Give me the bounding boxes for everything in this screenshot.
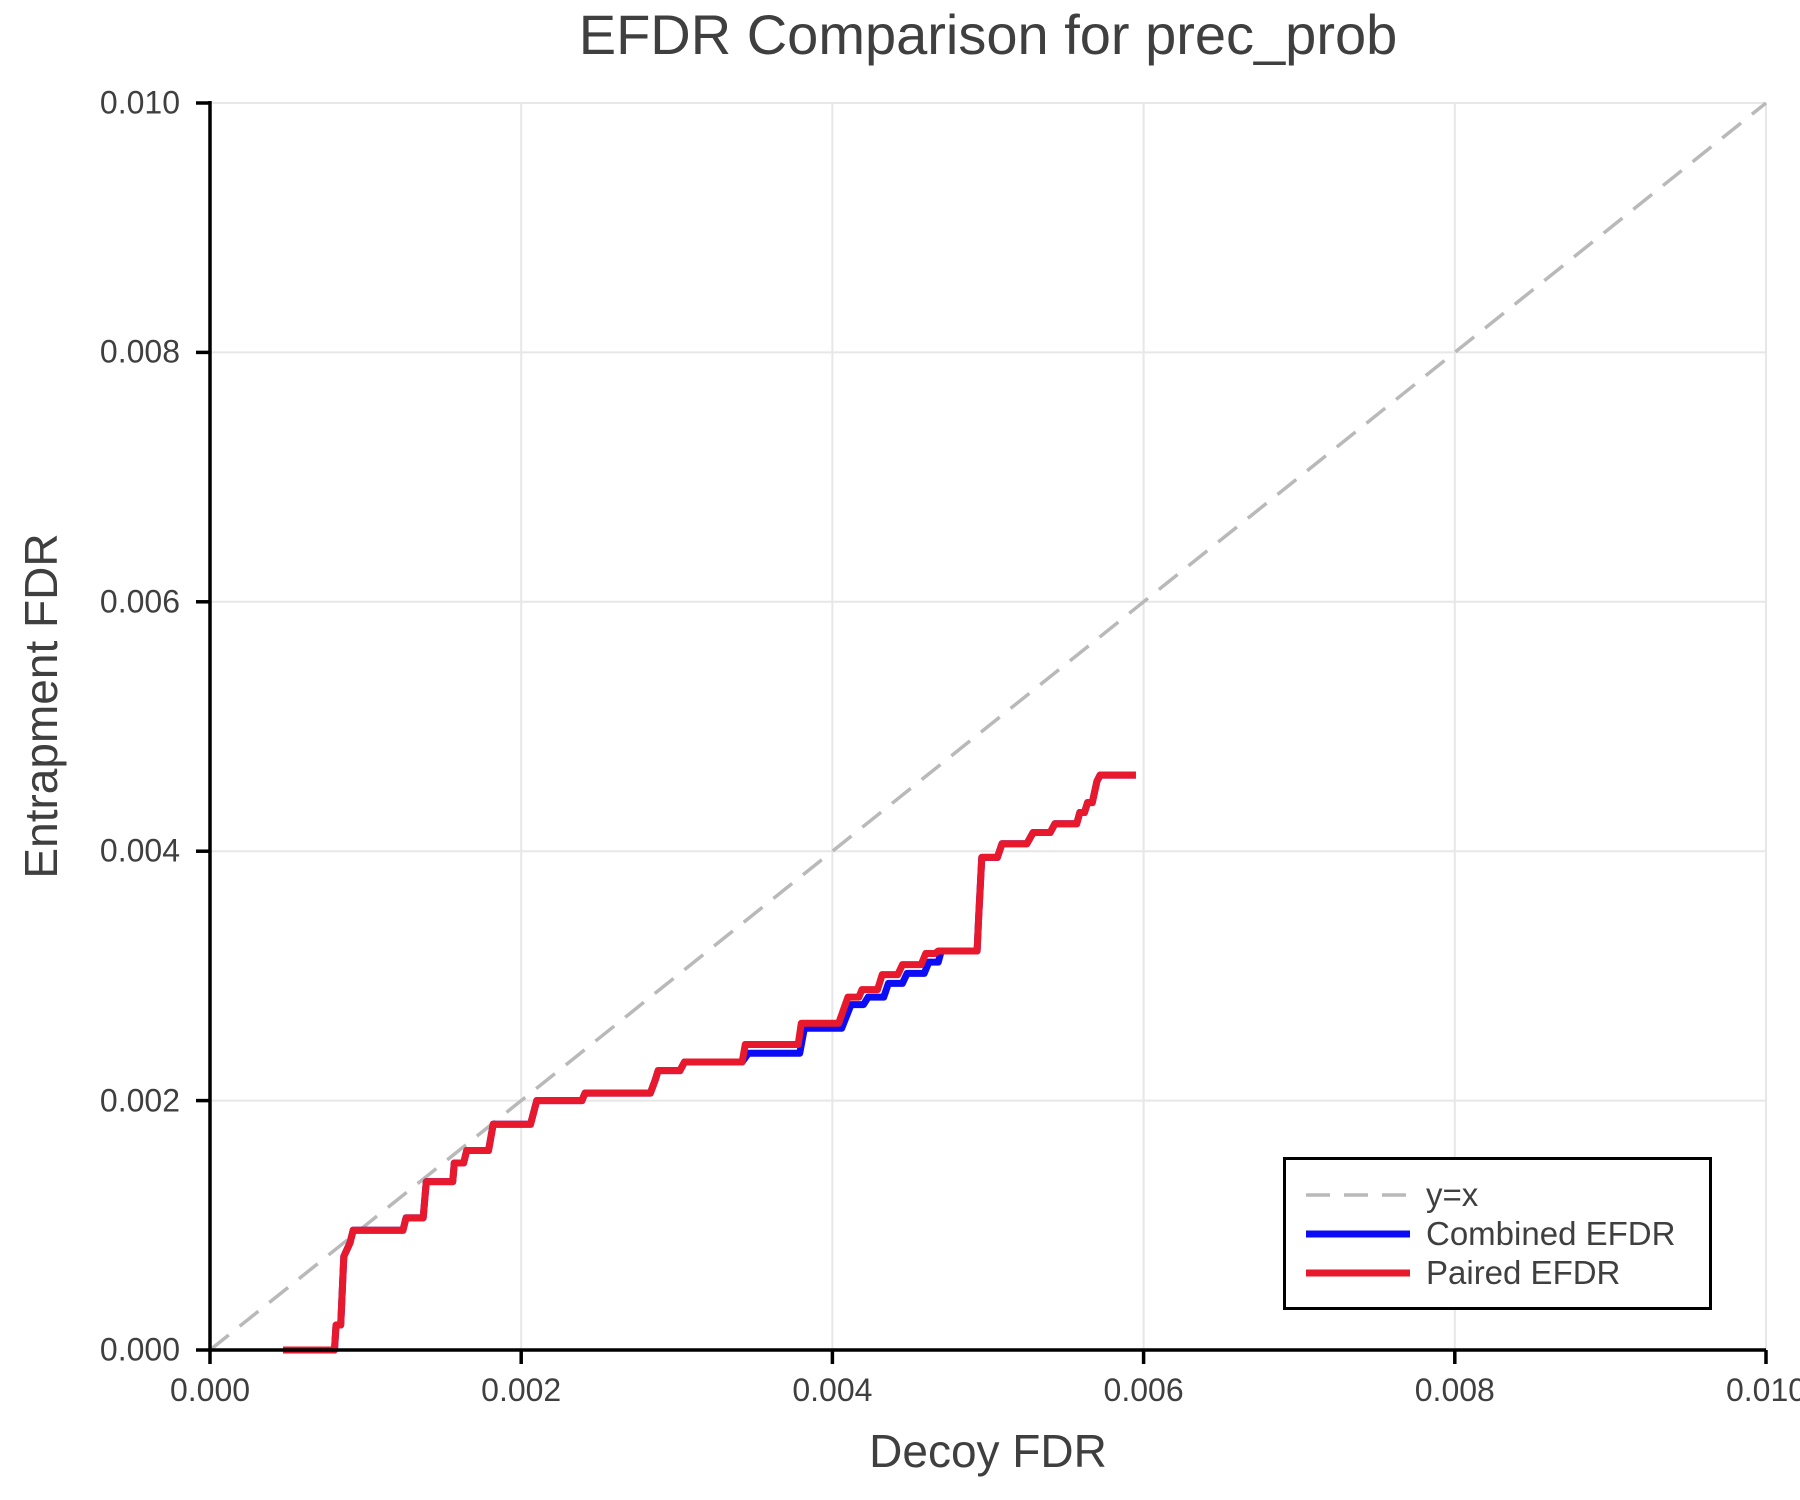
x-tick-label: 0.002 <box>481 1372 562 1408</box>
y-tick-label: 0.008 <box>99 333 180 370</box>
x-tick-label: 0.008 <box>1414 1372 1495 1408</box>
legend-item-identity: y=x <box>1306 1176 1709 1213</box>
x-tick-label: 0.000 <box>169 1372 251 1408</box>
legend-box: y=x Combined EFDR Paired EFDR <box>1283 1157 1712 1310</box>
series-paired-efdr <box>283 771 1136 1354</box>
y-axis-label: Entrapment FDR <box>15 533 67 879</box>
legend-label-identity: y=x <box>1426 1175 1479 1213</box>
series-y-x <box>208 101 1768 1352</box>
x-tick-label: 0.010 <box>1725 1372 1800 1408</box>
combined-line-sample <box>1306 1230 1410 1237</box>
y-tick-label: 0.004 <box>99 832 180 869</box>
y-tick-label: 0.010 <box>99 84 180 121</box>
x-axis-label: Decoy FDR <box>869 1425 1107 1477</box>
identity-line-sample <box>1306 1192 1410 1197</box>
x-tick-label: 0.004 <box>792 1372 873 1408</box>
y-tick-label: 0.002 <box>99 1082 180 1119</box>
legend-item-combined: Combined EFDR <box>1306 1215 1709 1252</box>
chart-title: EFDR Comparison for prec_prob <box>578 3 1398 66</box>
paired-line-sample <box>1306 1269 1410 1276</box>
legend-label-combined: Combined EFDR <box>1426 1214 1676 1252</box>
legend-label-paired: Paired EFDR <box>1426 1253 1621 1291</box>
x-tick-label: 0.006 <box>1103 1372 1184 1408</box>
y-tick-label: 0.000 <box>99 1331 180 1368</box>
y-tick-label: 0.006 <box>99 583 180 620</box>
legend-item-paired: Paired EFDR <box>1306 1254 1709 1291</box>
